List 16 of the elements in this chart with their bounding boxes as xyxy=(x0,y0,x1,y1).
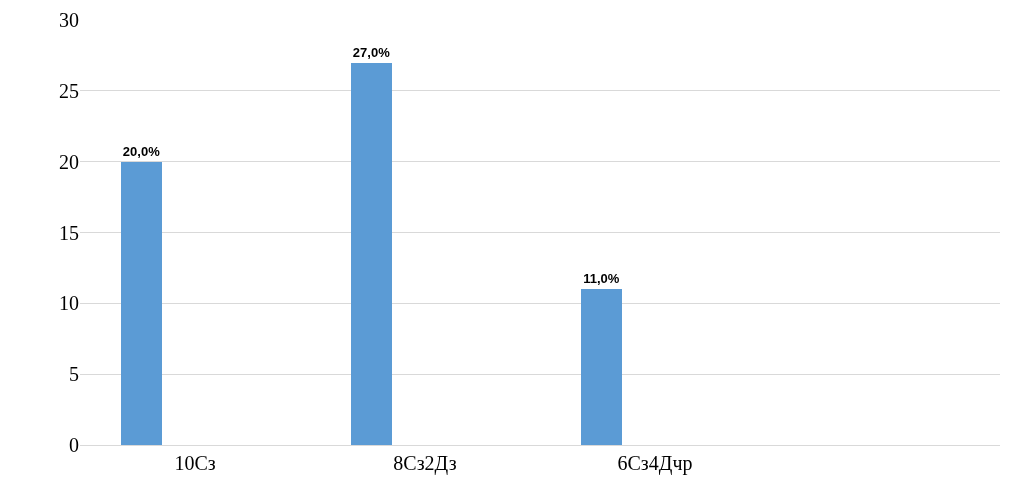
bar xyxy=(351,63,392,445)
data-label: 27,0% xyxy=(352,45,391,60)
data-label: 20,0% xyxy=(122,144,161,159)
y-tick-label: 25 xyxy=(59,79,79,102)
data-label: 11,0% xyxy=(583,271,620,286)
y-tick-label: 5 xyxy=(69,363,79,386)
bar xyxy=(121,162,162,445)
y-tick-label: 10 xyxy=(59,292,79,315)
bar xyxy=(581,289,622,445)
x-tick-label: 8Сз2Дз xyxy=(393,452,457,475)
y-tick-label: 20 xyxy=(59,150,79,173)
x-tick-label: 6Сз4Дчр xyxy=(617,452,693,475)
y-tick-label: 15 xyxy=(59,221,79,244)
y-tick-label: 0 xyxy=(69,434,79,456)
y-tick-label: 30 xyxy=(59,9,79,31)
x-tick-label: 10Сз xyxy=(174,452,216,474)
